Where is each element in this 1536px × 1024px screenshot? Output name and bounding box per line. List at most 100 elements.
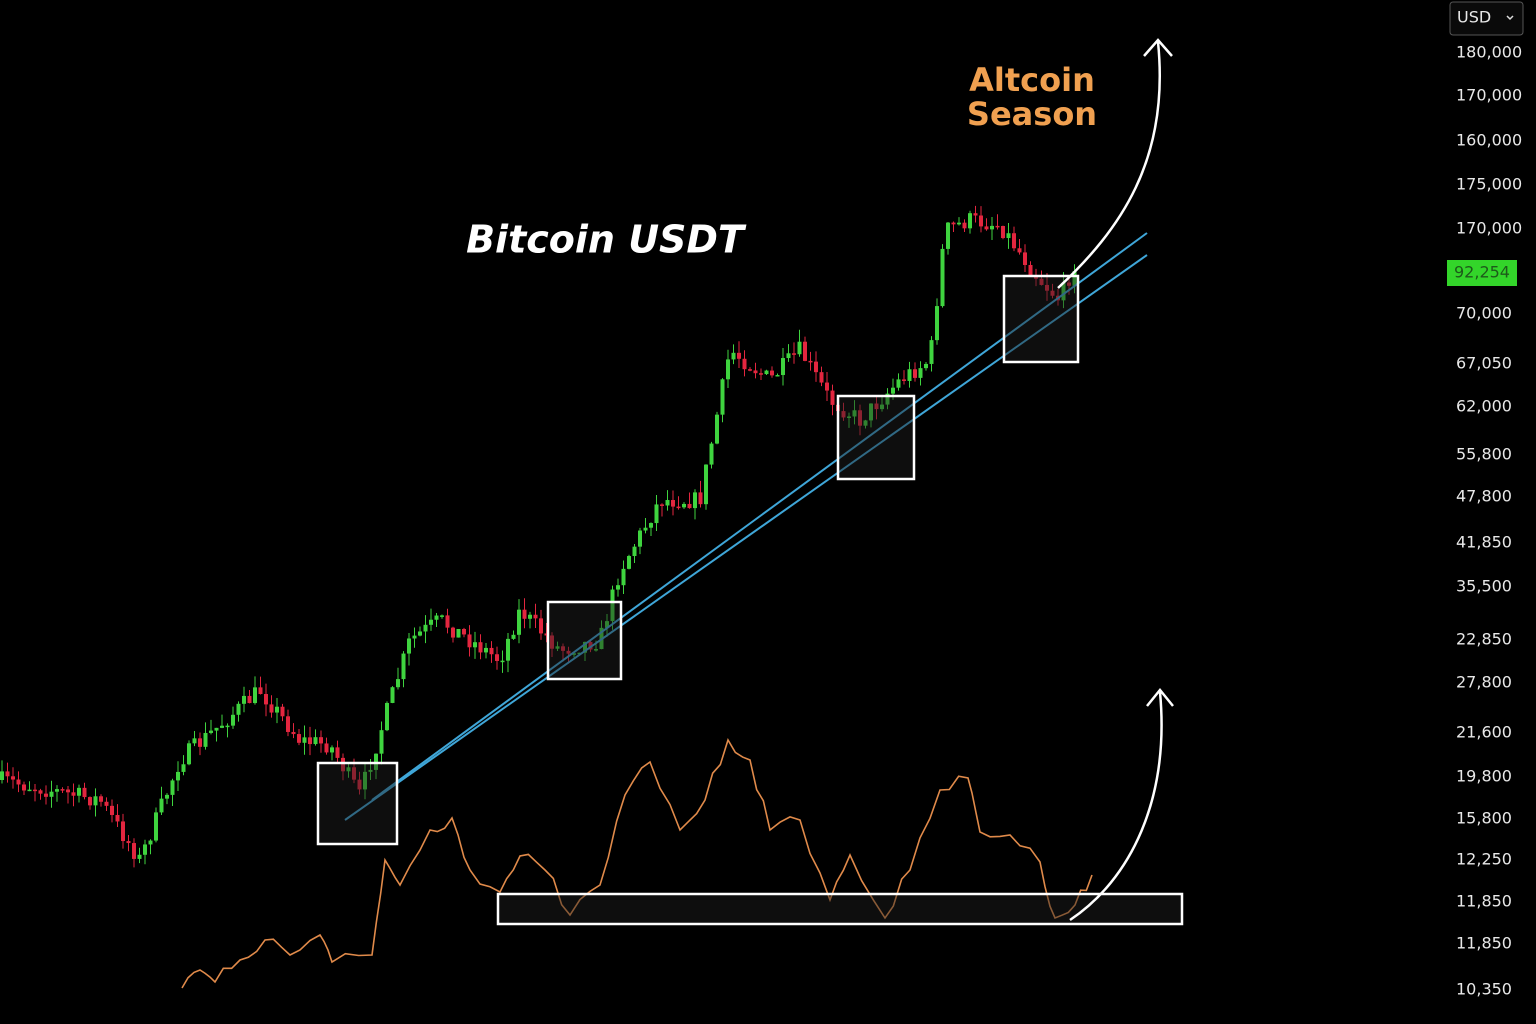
- candle-body: [484, 647, 488, 653]
- indicator-line: [181, 738, 1093, 989]
- candle-body: [176, 771, 180, 781]
- price-label: 67,050: [1456, 354, 1512, 373]
- candle-body: [869, 403, 873, 421]
- candle-body: [594, 649, 598, 651]
- candle-body: [302, 737, 307, 743]
- candle-body: [676, 506, 681, 509]
- candle-body: [995, 225, 1000, 228]
- candle-body: [368, 769, 373, 772]
- candle-body: [1045, 284, 1049, 291]
- candle-body: [154, 812, 158, 841]
- candle-body: [49, 791, 54, 797]
- candle-body: [275, 706, 279, 713]
- candle-body: [814, 361, 818, 373]
- candle-body: [704, 464, 708, 505]
- candle-body: [478, 642, 483, 653]
- candle-body: [423, 624, 428, 632]
- candle-body: [946, 222, 950, 249]
- candle-body: [396, 679, 400, 688]
- annotation: Altcoin: [969, 61, 1095, 99]
- candle-body: [60, 789, 65, 791]
- candle-body: [440, 615, 444, 617]
- highlight-boxes: [316, 274, 1184, 926]
- candle-body: [775, 375, 780, 377]
- price-badge: [1447, 260, 1517, 286]
- candle-body: [27, 789, 32, 792]
- candle-body: [66, 789, 70, 793]
- candle-body: [33, 789, 37, 792]
- candle-body: [104, 801, 109, 806]
- candle-body: [121, 821, 125, 842]
- candle-body: [759, 373, 763, 375]
- candle-body: [852, 410, 857, 417]
- candle-body: [407, 638, 411, 654]
- candle-body: [874, 403, 879, 410]
- candle-body: [847, 416, 851, 418]
- candle-body: [220, 725, 224, 728]
- currency-dropdown[interactable]: [1449, 1, 1524, 36]
- candle-body: [891, 387, 895, 394]
- price-label: 27,800: [1456, 673, 1512, 692]
- candle-body: [731, 352, 736, 360]
- candle-body: [308, 737, 312, 745]
- candle-body: [627, 556, 631, 569]
- candle-body: [253, 687, 257, 704]
- candle-body: [225, 725, 230, 728]
- candle-body: [544, 633, 549, 636]
- current-price: 92,254: [1454, 263, 1510, 282]
- candle-body: [616, 585, 620, 590]
- candle-body: [291, 731, 296, 735]
- candle-body: [258, 687, 263, 695]
- price-label: 12,250: [1456, 850, 1512, 869]
- candle-body: [649, 523, 653, 528]
- candle-body: [203, 732, 208, 747]
- candle-body: [621, 568, 626, 586]
- candle-body: [665, 500, 670, 506]
- candle-body: [605, 621, 609, 628]
- candle-body: [808, 360, 813, 363]
- candle-body: [1023, 252, 1027, 265]
- candle-body: [742, 358, 747, 370]
- candle-body: [500, 660, 505, 663]
- candle-body: [577, 652, 582, 655]
- candle-body: [979, 215, 983, 227]
- candle-body: [506, 638, 510, 661]
- candles: [0, 205, 1077, 868]
- price-label: 19,800: [1456, 767, 1512, 786]
- price-label: 55,800: [1456, 445, 1512, 464]
- candle-body: [1050, 290, 1055, 296]
- price-label: 11,850: [1456, 892, 1512, 911]
- candle-body: [990, 225, 994, 230]
- candle-body: [170, 780, 175, 795]
- candle-body: [1001, 226, 1005, 239]
- price-label: 180,000: [1456, 43, 1522, 62]
- candle-body: [242, 695, 246, 704]
- candle-body: [5, 771, 10, 777]
- candle-body: [709, 443, 714, 465]
- currency[interactable]: USD: [1457, 8, 1491, 27]
- arrow: [1057, 38, 1173, 289]
- candle-body: [335, 747, 340, 758]
- candle-body: [357, 779, 362, 790]
- candle-body: [588, 641, 593, 650]
- candle-body: [467, 634, 472, 648]
- candle-body: [143, 844, 147, 855]
- candle-body: [22, 784, 26, 791]
- dropdown-icon: [1506, 15, 1514, 21]
- candle-body: [528, 614, 532, 619]
- candle-body: [418, 631, 422, 636]
- candle-body: [148, 840, 153, 845]
- candle-body: [236, 703, 241, 715]
- candle-body: [363, 771, 367, 790]
- candle-body: [885, 393, 890, 405]
- trend-line: [344, 254, 1148, 821]
- candle-body: [456, 628, 461, 638]
- candle-body: [803, 341, 807, 361]
- price-label: 175,000: [1456, 175, 1522, 194]
- candle-body: [962, 222, 967, 229]
- candle-body: [819, 372, 824, 383]
- candle-body: [110, 805, 114, 815]
- candle-body: [902, 379, 906, 381]
- price-label: 15,800: [1456, 809, 1512, 828]
